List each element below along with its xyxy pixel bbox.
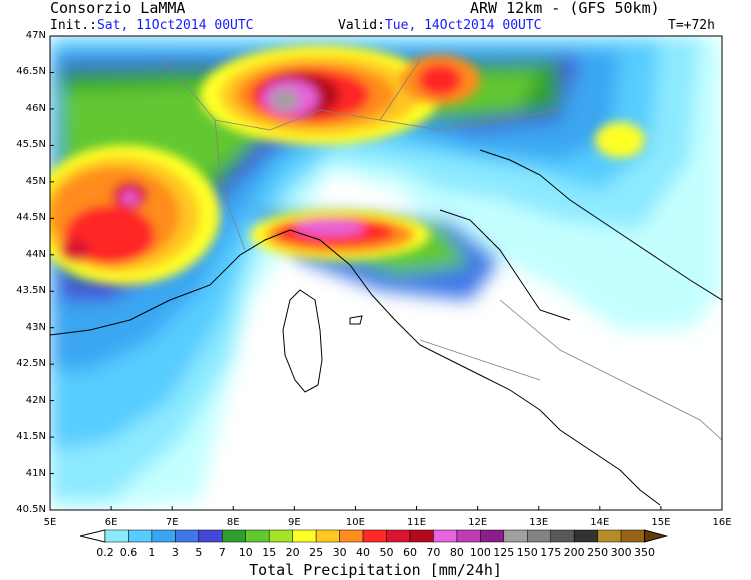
plot-frame bbox=[49, 35, 723, 511]
valid-line: Valid:Tue, 14Oct2014 00UTC bbox=[338, 19, 542, 32]
lon-tick-label: 6E bbox=[104, 517, 118, 528]
colorbar-title: Total Precipitation [mm/24h] bbox=[249, 561, 502, 579]
colorbar-segment bbox=[409, 529, 434, 543]
colorbar-label: 0.6 bbox=[119, 546, 138, 559]
axis-ticks bbox=[49, 35, 723, 511]
colorbar-segment bbox=[503, 529, 528, 543]
lon-tick-label: 16E bbox=[712, 517, 732, 528]
colorbar-segment bbox=[573, 529, 598, 543]
colorbar-arrow-low bbox=[79, 529, 106, 543]
colorbar-label: 175 bbox=[540, 546, 562, 559]
colorbar-segment bbox=[104, 529, 129, 543]
colorbar-label: 25 bbox=[309, 546, 324, 559]
colorbar-segment bbox=[268, 529, 293, 543]
lat-tick-label: 45N bbox=[25, 175, 46, 187]
init-label: Init.: bbox=[50, 18, 97, 33]
colorbar-segment bbox=[292, 529, 317, 543]
colorbar-label: 0.2 bbox=[96, 546, 114, 559]
lon-tick-label: 7E bbox=[165, 517, 179, 528]
colorbar-segment bbox=[456, 529, 481, 543]
valid-label: Valid: bbox=[338, 18, 385, 33]
lon-tick-label: 14E bbox=[590, 517, 610, 528]
lat-tick-label: 47N bbox=[25, 30, 46, 41]
colorbar-segment bbox=[480, 529, 505, 543]
colorbar-label: 350 bbox=[634, 546, 656, 559]
lat-tick-label: 42.5N bbox=[16, 358, 46, 370]
lon-tick-label: 8E bbox=[226, 517, 240, 528]
colorbar-segment bbox=[198, 529, 223, 543]
lat-tick-label: 41.5N bbox=[16, 431, 46, 443]
colorbar-segment bbox=[527, 529, 551, 543]
lead-time: T=+72h bbox=[668, 18, 715, 33]
colorbar-segment bbox=[315, 529, 340, 543]
init-value: Sat, 11Oct2014 00UTC bbox=[96, 18, 254, 33]
colorbar-label: 1 bbox=[148, 546, 156, 559]
lat-tick-label: 44.5N bbox=[16, 212, 46, 224]
colorbar-segment bbox=[339, 529, 364, 543]
lon-tick-label: 12E bbox=[468, 517, 488, 528]
colorbar-label: 125 bbox=[493, 546, 515, 559]
colorbar-label: 30 bbox=[332, 546, 347, 559]
colorbar-label: 100 bbox=[469, 546, 491, 559]
borders bbox=[159, 59, 722, 441]
model-title: ARW 12km - (GFS 50km) bbox=[470, 0, 660, 17]
colorbar-segment bbox=[175, 529, 200, 543]
lat-tick-label: 41N bbox=[25, 467, 46, 479]
colorbar-label: 150 bbox=[516, 546, 538, 559]
colorbar-label: 70 bbox=[426, 546, 441, 559]
lat-tick-label: 45.5N bbox=[16, 139, 46, 151]
colorbar-label: 5 bbox=[195, 546, 203, 559]
colorbar-label: 20 bbox=[285, 546, 300, 559]
colorbar-label: 300 bbox=[610, 546, 632, 559]
lon-tick-label: 11E bbox=[407, 517, 427, 528]
lon-tick-label: 9E bbox=[288, 517, 301, 528]
colorbar-label: 250 bbox=[587, 546, 609, 559]
lat-tick-label: 42N bbox=[25, 394, 46, 406]
colorbar-label: 15 bbox=[262, 546, 277, 559]
lat-tick-label: 43.5N bbox=[16, 285, 46, 297]
colorbar-segment bbox=[222, 529, 247, 543]
lon-tick-label: 13E bbox=[529, 517, 549, 528]
colorbar-label: 10 bbox=[238, 546, 253, 559]
colorbar-segment bbox=[386, 529, 411, 543]
precip-field bbox=[50, 36, 722, 510]
lat-tick-label: 43N bbox=[25, 321, 46, 333]
colorbar-label: 50 bbox=[379, 546, 394, 559]
colorbar-label: 40 bbox=[356, 546, 371, 559]
lat-tick-label: 44N bbox=[25, 248, 46, 260]
colorbar-label: 60 bbox=[402, 546, 417, 559]
coastlines bbox=[50, 149, 722, 506]
colorbar-label: 3 bbox=[171, 546, 179, 559]
colorbar-label: 80 bbox=[449, 546, 464, 559]
colorbar-segment bbox=[433, 529, 458, 543]
colorbar-segment bbox=[597, 529, 622, 543]
colorbar-segment bbox=[151, 529, 176, 543]
org-title: Consorzio LaMMA bbox=[50, 0, 186, 17]
colorbar-label: 200 bbox=[563, 546, 585, 559]
colorbar bbox=[79, 529, 669, 543]
lon-tick-label: 10E bbox=[345, 517, 365, 528]
colorbar-arrow-high bbox=[644, 529, 669, 543]
colorbar-label: 7 bbox=[218, 546, 226, 559]
colorbar-segment bbox=[245, 529, 270, 543]
colorbar-segment bbox=[620, 529, 645, 543]
valid-value: Tue, 14Oct2014 00UTC bbox=[384, 18, 542, 33]
colorbar-segment bbox=[550, 529, 575, 543]
lat-tick-label: 46N bbox=[25, 102, 46, 114]
lon-tick-label: 5E bbox=[43, 517, 57, 528]
colorbar-segment bbox=[362, 529, 387, 543]
lon-tick-label: 15E bbox=[651, 517, 671, 528]
lat-tick-label: 40.5N bbox=[16, 504, 46, 515]
colorbar-segment bbox=[128, 529, 153, 543]
init-line: Init.:Sat, 11Oct2014 00UTC bbox=[50, 19, 254, 32]
lat-tick-label: 46.5N bbox=[16, 66, 46, 78]
